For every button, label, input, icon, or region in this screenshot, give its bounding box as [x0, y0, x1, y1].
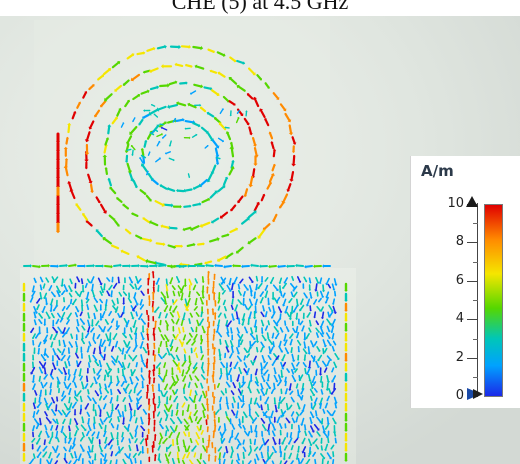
legend-major-tick [467, 358, 477, 359]
legend-tick-0: 0 [440, 388, 464, 403]
legend-max-marker[interactable] [462, 194, 482, 208]
legend-minor-tick [473, 262, 478, 263]
legend-tick-6: 6 [440, 273, 464, 288]
legend-min-marker[interactable] [464, 386, 486, 402]
legend-unit-label: A/m [421, 162, 454, 180]
legend-tick-8: 8 [440, 234, 464, 249]
legend-tick-4: 4 [440, 311, 464, 326]
legend-minor-tick [473, 339, 478, 340]
legend-tick-10: 10 [440, 196, 464, 211]
legend-major-tick [467, 319, 477, 320]
window-title-bar: CHE (5) at 4.5 GHz [0, 0, 520, 16]
legend-major-tick [467, 281, 477, 282]
legend-minor-tick [473, 223, 478, 224]
window-title: CHE (5) at 4.5 GHz [0, 0, 520, 15]
legend-major-tick [467, 242, 477, 243]
legend-tick-2: 2 [440, 350, 464, 365]
legend-minor-tick [473, 377, 478, 378]
legend-colorbar [484, 204, 503, 397]
substrate-upper [34, 20, 330, 278]
legend-minor-tick [473, 300, 478, 301]
